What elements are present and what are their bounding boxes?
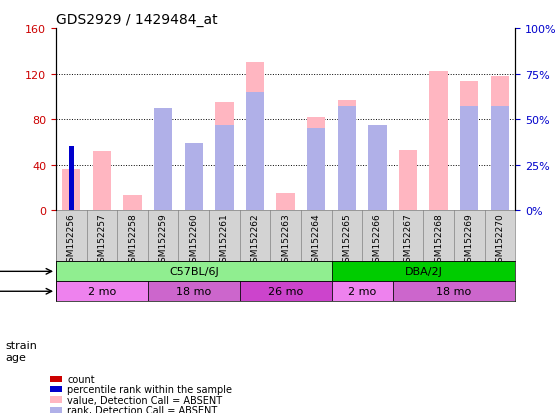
Bar [154,109,172,211]
Bar [491,77,509,211]
Text: C57BL/6J: C57BL/6J [169,267,218,277]
Text: GSM152263: GSM152263 [281,213,290,268]
Bar [277,194,295,211]
Bar [338,100,356,211]
Text: percentile rank within the sample: percentile rank within the sample [67,385,232,394]
Text: GSM152258: GSM152258 [128,213,137,268]
Text: value, Detection Call = ABSENT: value, Detection Call = ABSENT [67,395,222,405]
Bar [215,103,234,211]
Bar [154,146,172,211]
Bar [491,107,509,211]
Bar [215,125,234,211]
Bar [68,147,74,211]
FancyBboxPatch shape [332,282,393,301]
FancyBboxPatch shape [332,262,515,282]
Text: 18 mo: 18 mo [176,287,211,297]
Bar [62,170,81,211]
Bar [246,63,264,211]
Text: GSM152257: GSM152257 [97,213,106,268]
Text: DBA/2J: DBA/2J [404,267,442,277]
Text: GSM152260: GSM152260 [189,213,198,268]
Bar [460,107,478,211]
Text: age: age [6,352,26,362]
Text: count: count [67,374,95,384]
Text: GSM152265: GSM152265 [342,213,351,268]
Text: rank, Detection Call = ABSENT: rank, Detection Call = ABSENT [67,405,217,413]
Text: GSM152259: GSM152259 [158,213,167,268]
Bar [368,125,386,211]
Bar [399,150,417,211]
Text: 2 mo: 2 mo [88,287,116,297]
Bar [185,163,203,211]
Text: GDS2929 / 1429484_at: GDS2929 / 1429484_at [56,12,218,26]
Text: GSM152262: GSM152262 [250,213,259,268]
Text: GSM152264: GSM152264 [312,213,321,268]
Text: GSM152268: GSM152268 [434,213,443,268]
Bar [93,152,111,211]
Text: 26 mo: 26 mo [268,287,303,297]
Bar [185,143,203,211]
Bar [246,93,264,211]
FancyBboxPatch shape [56,262,332,282]
Bar [460,82,478,211]
FancyBboxPatch shape [240,282,332,301]
Text: strain: strain [6,340,38,350]
Text: GSM152266: GSM152266 [373,213,382,268]
Text: GSM152261: GSM152261 [220,213,229,268]
Text: GSM152256: GSM152256 [67,213,76,268]
Bar [307,117,325,211]
Text: GSM152267: GSM152267 [404,213,413,268]
Text: GSM152269: GSM152269 [465,213,474,268]
Text: 18 mo: 18 mo [436,287,472,297]
Bar [368,126,386,211]
FancyBboxPatch shape [56,282,148,301]
Bar [307,129,325,211]
Bar [430,72,448,211]
FancyBboxPatch shape [148,282,240,301]
Bar [338,107,356,211]
Text: GSM152270: GSM152270 [496,213,505,268]
FancyBboxPatch shape [393,282,515,301]
Text: 2 mo: 2 mo [348,287,376,297]
Bar [123,196,142,211]
